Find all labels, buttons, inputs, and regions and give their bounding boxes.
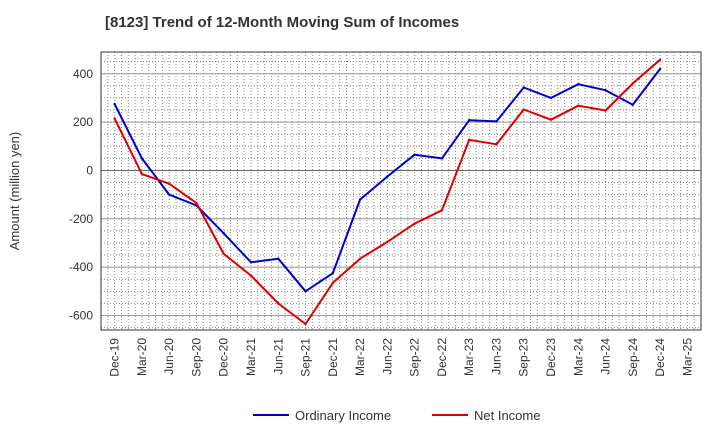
data-point — [140, 172, 144, 176]
x-tick-label: Jun-20 — [162, 338, 176, 375]
data-point — [522, 108, 525, 111]
data-point — [195, 201, 198, 205]
data-point — [222, 252, 225, 256]
data-point — [631, 82, 635, 85]
data-point — [577, 82, 580, 86]
x-tick-label: Jun-24 — [599, 338, 613, 375]
data-point — [495, 143, 498, 146]
data-point — [604, 109, 607, 112]
x-tick-label: Mar-24 — [571, 338, 585, 376]
x-tick-label: Jun-23 — [489, 338, 503, 375]
data-point — [386, 175, 389, 178]
data-point — [358, 198, 362, 201]
data-point — [467, 138, 471, 141]
data-point — [413, 222, 416, 225]
x-tick-label: Mar-20 — [135, 338, 149, 376]
data-point — [167, 193, 171, 196]
data-point — [577, 104, 580, 107]
x-tick-label: Sep-24 — [626, 338, 640, 377]
x-tick-label: Mar-23 — [462, 338, 476, 376]
y-axis-label: Amount (million yen) — [7, 132, 22, 251]
data-point — [440, 209, 444, 212]
data-point — [331, 271, 335, 275]
x-tick-label: Sep-23 — [517, 338, 531, 377]
x-tick-label: Jun-22 — [380, 338, 394, 375]
data-point — [277, 302, 280, 305]
grid-layer — [100, 52, 702, 330]
data-point — [249, 261, 253, 264]
data-point — [658, 67, 662, 71]
data-point — [386, 240, 389, 243]
data-point — [304, 290, 307, 293]
x-tick-label: Dec-24 — [653, 338, 667, 377]
data-point — [467, 118, 471, 122]
data-point — [304, 322, 307, 326]
legend: Ordinary Income Net Income — [253, 408, 540, 423]
data-point — [277, 257, 280, 260]
legend-label: Net Income — [474, 408, 540, 423]
x-tick-label: Dec-22 — [435, 338, 449, 377]
data-point — [331, 281, 335, 285]
data-point — [658, 58, 662, 61]
data-point — [549, 96, 553, 100]
data-point — [113, 102, 116, 106]
legend-label: Ordinary Income — [295, 408, 391, 423]
x-tick-label: Dec-19 — [108, 338, 122, 377]
x-tick-label: Dec-20 — [217, 338, 231, 377]
x-tick-label: Mar-22 — [353, 338, 367, 376]
data-point — [522, 86, 525, 89]
x-tick-label: Mar-25 — [680, 338, 694, 376]
series-layer — [113, 58, 662, 326]
data-point — [495, 120, 498, 123]
x-tick-label: Dec-23 — [544, 338, 558, 377]
data-point — [113, 117, 116, 120]
data-point — [413, 153, 416, 156]
data-point — [631, 103, 635, 106]
y-tick-label: -400 — [69, 260, 93, 274]
x-tick-label: Mar-21 — [244, 338, 258, 376]
y-tick-label: 200 — [73, 115, 93, 129]
axis-layer: -600 -400 -200 0 200 400 Dec-19 Mar-20 Jun-20 Sep… — [7, 51, 702, 377]
x-tick-label: Sep-21 — [299, 338, 313, 377]
data-point — [549, 118, 553, 121]
y-tick-label: 400 — [73, 67, 93, 81]
plot-frame — [100, 51, 702, 331]
chart-title: [8123] Trend of 12-Month Moving Sum of I… — [105, 14, 460, 31]
x-tick-label: Sep-22 — [408, 338, 422, 377]
y-tick-label: -600 — [69, 308, 93, 322]
x-tick-label: Jun-21 — [271, 338, 285, 375]
data-point — [167, 182, 171, 185]
data-point — [440, 157, 444, 160]
data-point — [358, 257, 362, 260]
x-tick-label: Dec-21 — [326, 338, 340, 377]
data-point — [222, 232, 225, 235]
y-tick-label: -200 — [69, 212, 93, 226]
y-tick-label: 0 — [86, 163, 93, 177]
data-point — [249, 274, 253, 277]
x-tick-label: Sep-20 — [189, 338, 203, 377]
data-point — [140, 157, 144, 160]
data-point — [604, 88, 607, 92]
